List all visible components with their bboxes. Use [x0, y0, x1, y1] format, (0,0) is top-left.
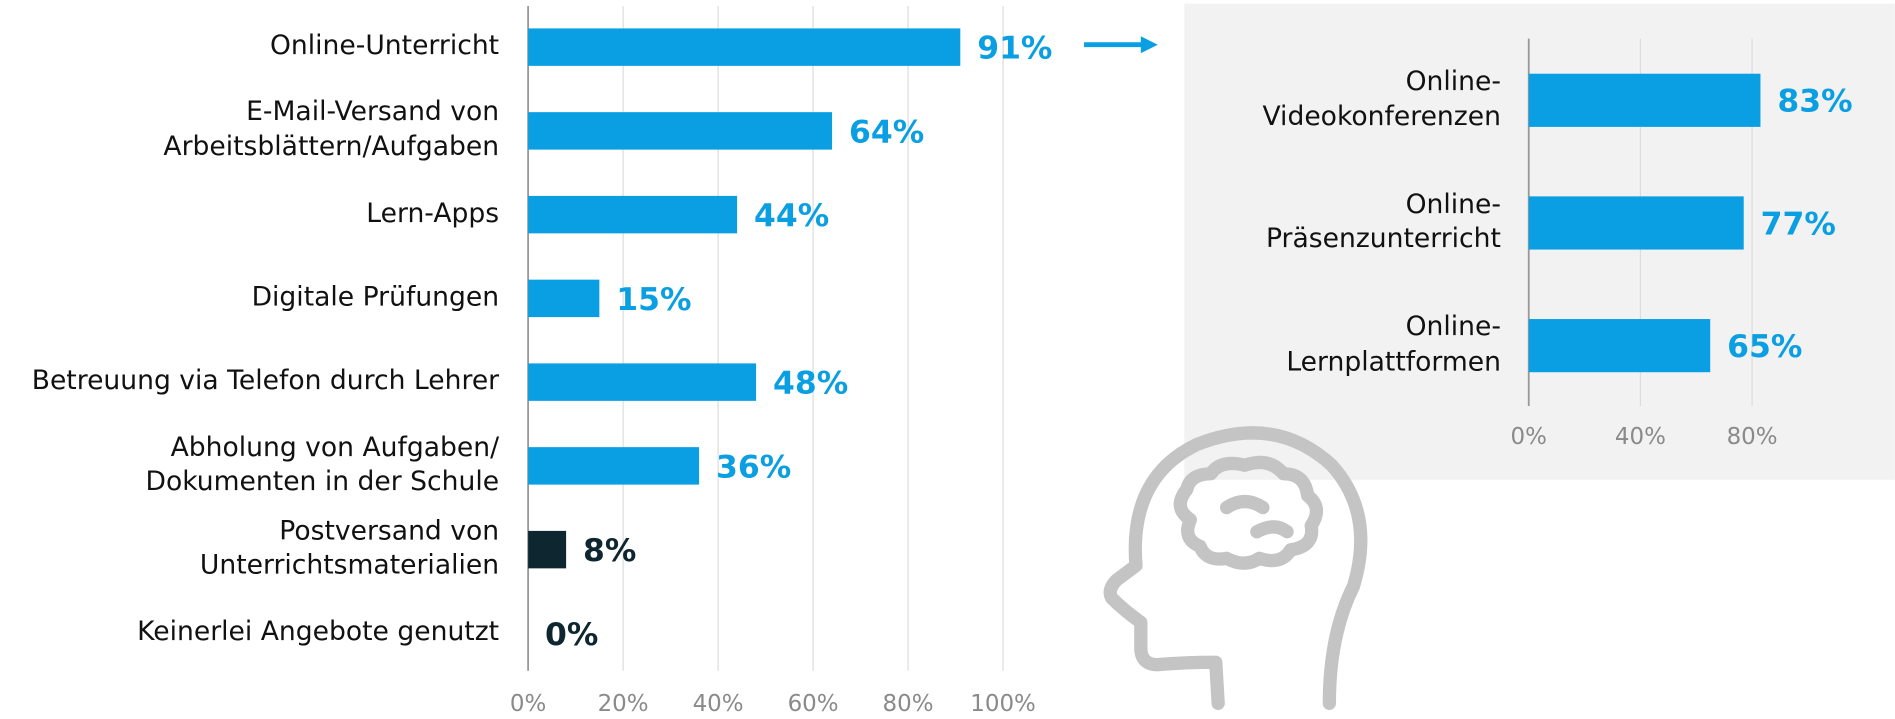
x-tick-label: 0%: [510, 691, 546, 717]
stage: 0% 20% 40% 60% 80% 100% 91% 64% 44% 15% 48% 36% 8% 0%…: [0, 0, 1895, 719]
x-tick-label: 0%: [1511, 424, 1547, 450]
arrow: [1084, 36, 1158, 53]
page: 0% 20% 40% 60% 80% 100% 91% 64% 44% 15% 48% 36% 8% 0%…: [0, 0, 1895, 719]
value-label: 15%: [616, 282, 691, 318]
x-tick-label: 80%: [883, 691, 934, 717]
value-label: 0%: [545, 617, 598, 653]
category-label: Abholung von Aufgaben/ Dokumenten in der…: [145, 431, 499, 500]
value-label: 36%: [716, 449, 791, 485]
value-label: 83%: [1777, 84, 1852, 120]
x-tick-label: 20%: [598, 691, 649, 717]
x-tick-label: 80%: [1727, 424, 1778, 450]
category-label: Online- Präsenzunterricht: [1266, 188, 1501, 257]
category-label: Online- Videokonferenzen: [1262, 66, 1501, 135]
bar: [1529, 196, 1744, 249]
bar: [528, 112, 832, 149]
category-label: E-Mail-Versand von Arbeitsblättern/Aufga…: [163, 96, 499, 165]
value-label: 48%: [773, 366, 848, 402]
x-tick-label: 60%: [788, 691, 839, 717]
value-label: 64%: [849, 114, 924, 150]
bar: [528, 280, 599, 317]
category-label: Postversand von Unterrichtsmaterialien: [200, 515, 499, 584]
bar: [528, 28, 960, 65]
value-label: 77%: [1761, 206, 1836, 242]
bar: [1529, 74, 1761, 127]
x-tick-label: 40%: [693, 691, 744, 717]
bar: [528, 363, 756, 400]
category-label: Digitale Prüfungen: [252, 281, 500, 316]
bar: [528, 196, 737, 233]
category-label: Online- Lernplattformen: [1286, 311, 1501, 380]
value-label: 8%: [583, 533, 636, 569]
bar: [1529, 319, 1710, 372]
x-tick-label: 100%: [970, 691, 1036, 717]
x-tick-label: 40%: [1615, 424, 1666, 450]
category-label: Lern-Apps: [366, 197, 499, 232]
bar: [528, 531, 566, 568]
category-label: Online-Unterricht: [270, 30, 499, 65]
category-label: Betreuung via Telefon durch Lehrer: [32, 365, 499, 400]
value-label: 65%: [1727, 329, 1802, 365]
category-label: Keinerlei Angebote genutzt: [137, 616, 499, 651]
bar: [528, 447, 699, 484]
value-label: 91%: [977, 31, 1052, 67]
value-label: 44%: [754, 198, 829, 234]
